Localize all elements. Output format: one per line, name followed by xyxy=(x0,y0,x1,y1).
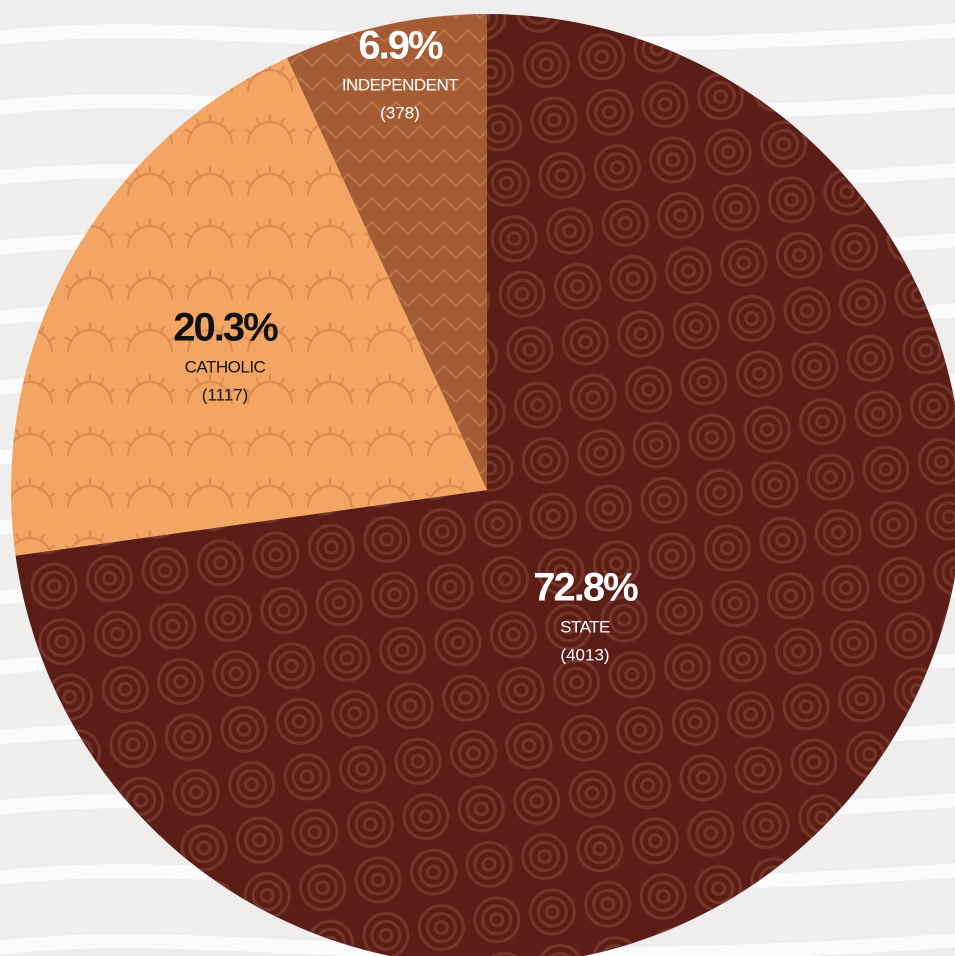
count-label: (4013) xyxy=(560,645,609,664)
count-label: (378) xyxy=(380,103,420,122)
value-label: 20.3% xyxy=(173,306,278,350)
category-label: CATHOLIC xyxy=(185,357,266,376)
category-label: STATE xyxy=(560,617,610,636)
value-label: 72.8% xyxy=(533,566,638,610)
slice-pattern xyxy=(15,14,955,956)
slices xyxy=(10,14,955,956)
labels: 72.8% STATE (4013) 20.3% CATHOLIC (1117) 6.9% I… xyxy=(173,24,640,665)
slice-pattern xyxy=(10,58,487,556)
count-label: (1117) xyxy=(202,385,249,404)
value-label: 6.9% xyxy=(358,24,443,68)
category-label: INDEPENDENT xyxy=(342,75,458,94)
slice-pattern xyxy=(287,14,487,490)
